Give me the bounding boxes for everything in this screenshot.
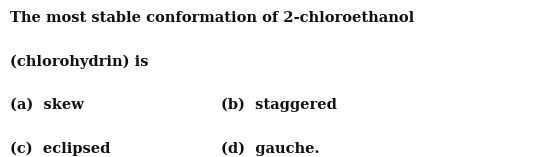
Text: (d)  gauche.: (d) gauche. xyxy=(221,141,319,156)
Text: The most stable conformation of 2-chloroethanol: The most stable conformation of 2-chloro… xyxy=(10,11,414,25)
Text: (chlorohydrin) is: (chlorohydrin) is xyxy=(10,55,148,69)
Text: (c)  eclipsed: (c) eclipsed xyxy=(10,141,110,156)
Text: (b)  staggered: (b) staggered xyxy=(221,97,337,112)
Text: (a)  skew: (a) skew xyxy=(10,97,84,111)
